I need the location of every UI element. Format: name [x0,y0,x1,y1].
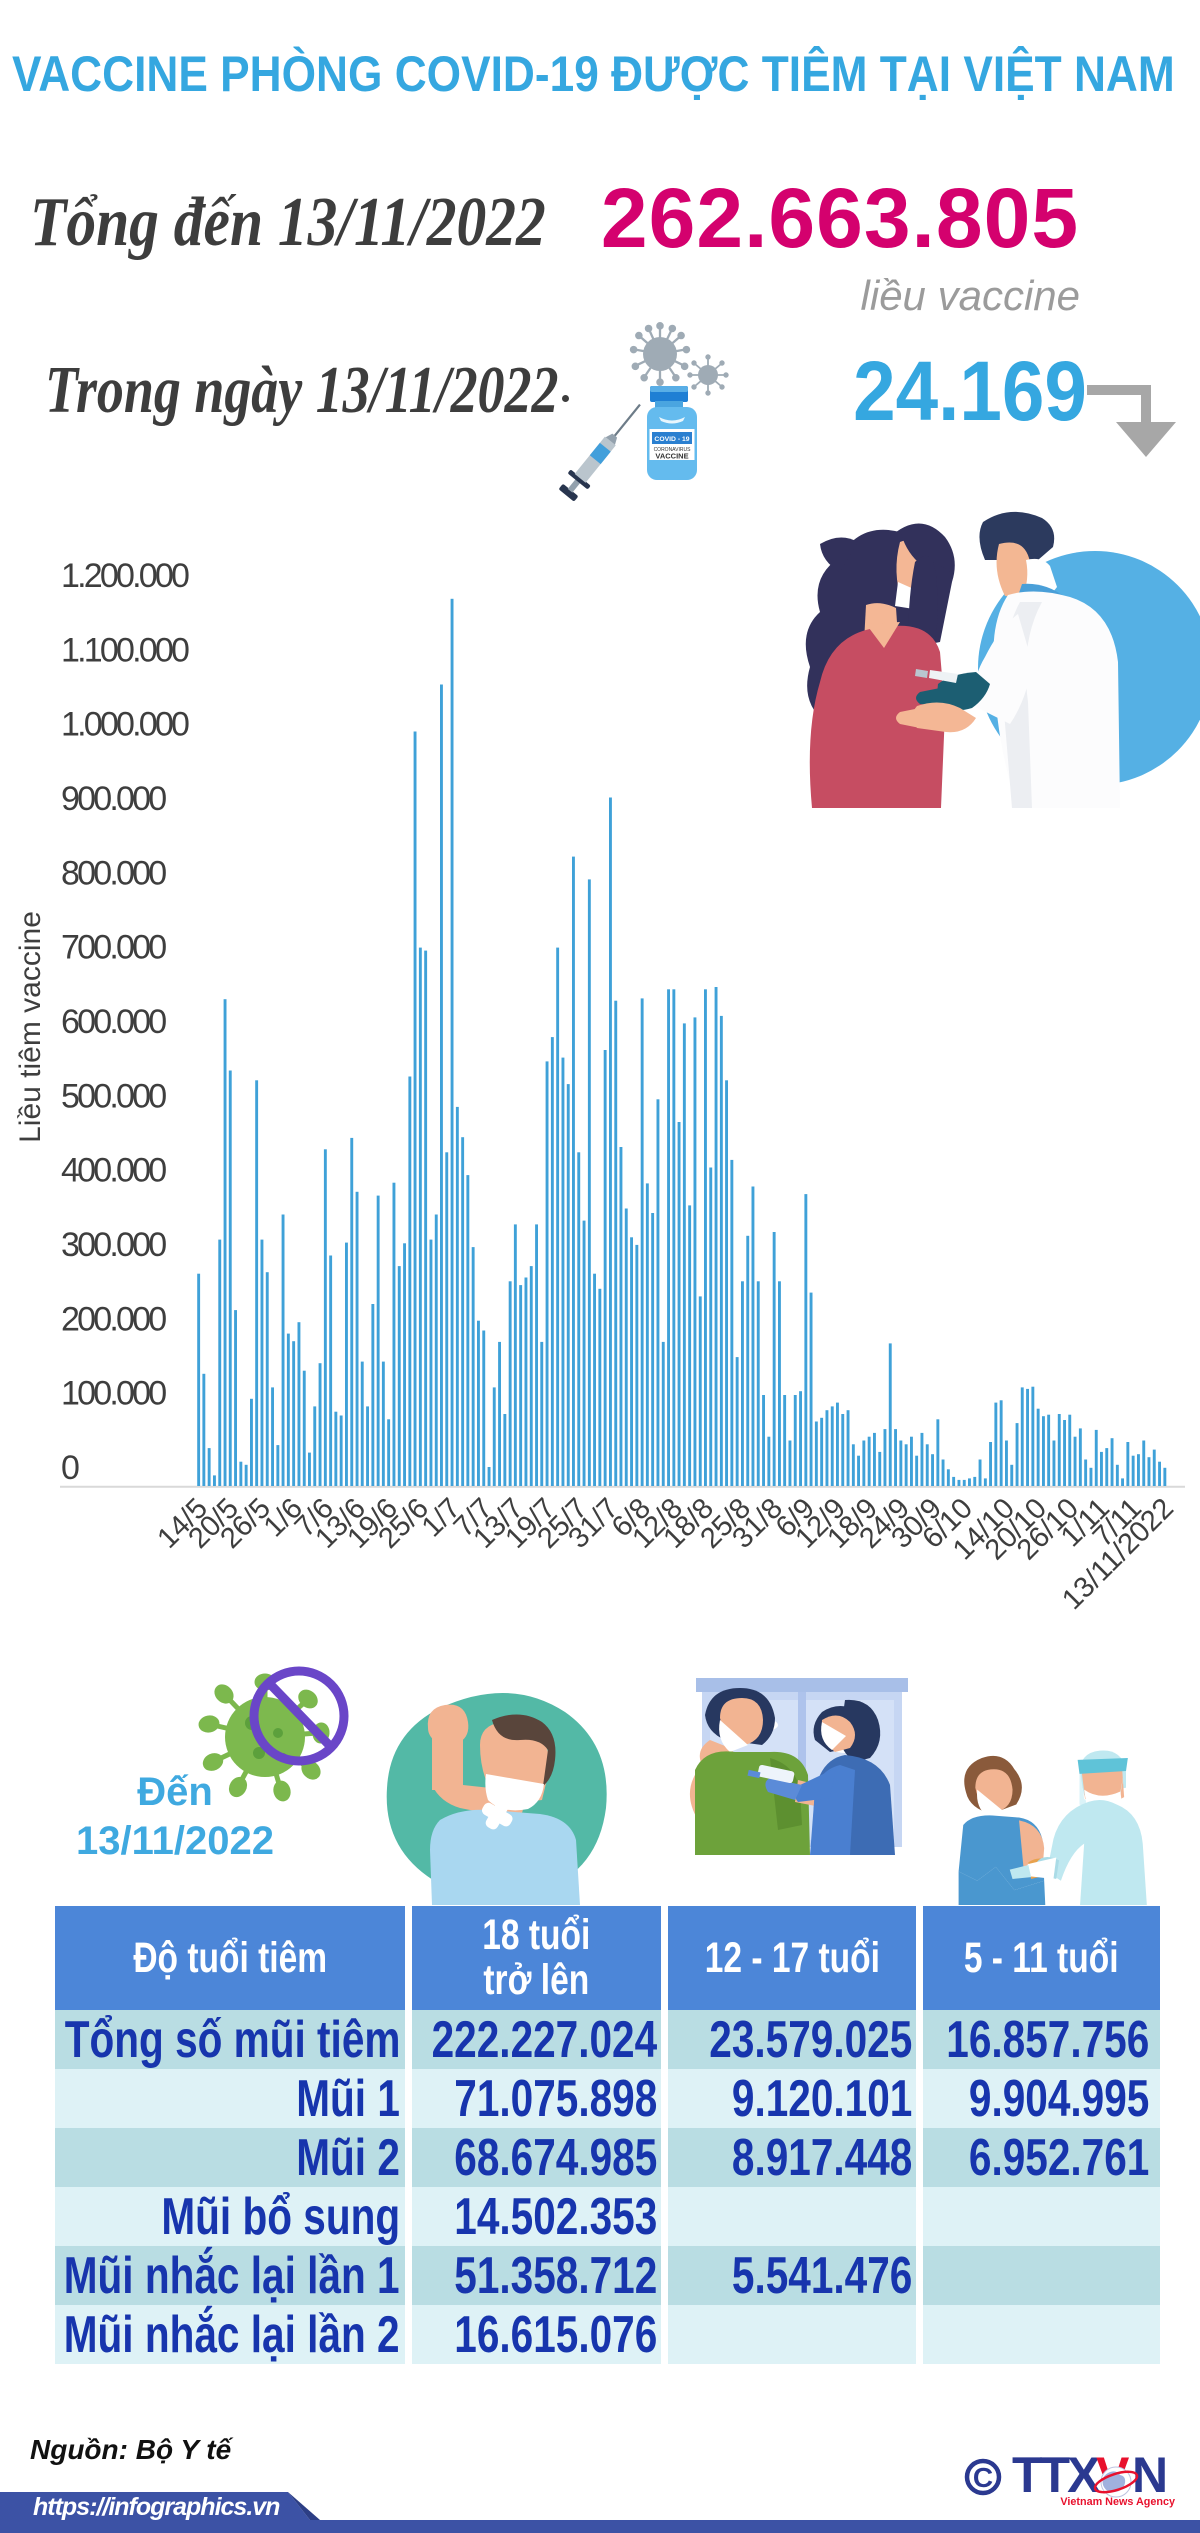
svg-text:Liều tiêm vaccine: Liều tiêm vaccine [14,911,47,1143]
svg-text:600.000: 600.000 [61,1003,166,1041]
svg-text:700.000: 700.000 [61,929,166,967]
svg-text:TTX: TTX [1012,2447,1100,2503]
svg-text:1.000.000: 1.000.000 [61,706,189,744]
svg-text:0: 0 [61,1449,79,1487]
svg-text:VACCINE: VACCINE [655,452,688,461]
svg-text:800.000: 800.000 [61,854,166,892]
svg-text:1.100.000: 1.100.000 [61,631,189,669]
svg-text:300.000: 300.000 [61,1226,166,1264]
svg-text:900.000: 900.000 [61,780,166,818]
svg-text:CORONAVIRUS: CORONAVIRUS [654,447,692,453]
svg-text:COVID - 19: COVID - 19 [654,436,689,443]
svg-text:C: C [973,2462,993,2493]
svg-text:1.200.000: 1.200.000 [61,557,189,595]
svg-text:500.000: 500.000 [61,1077,166,1115]
svg-text:https://infographics.vn: https://infographics.vn [33,2493,280,2521]
svg-text:100.000: 100.000 [61,1375,166,1413]
svg-text:400.000: 400.000 [61,1152,166,1190]
svg-text:Vietnam News Agency: Vietnam News Agency [1060,2496,1175,2508]
svg-text:200.000: 200.000 [61,1300,166,1338]
